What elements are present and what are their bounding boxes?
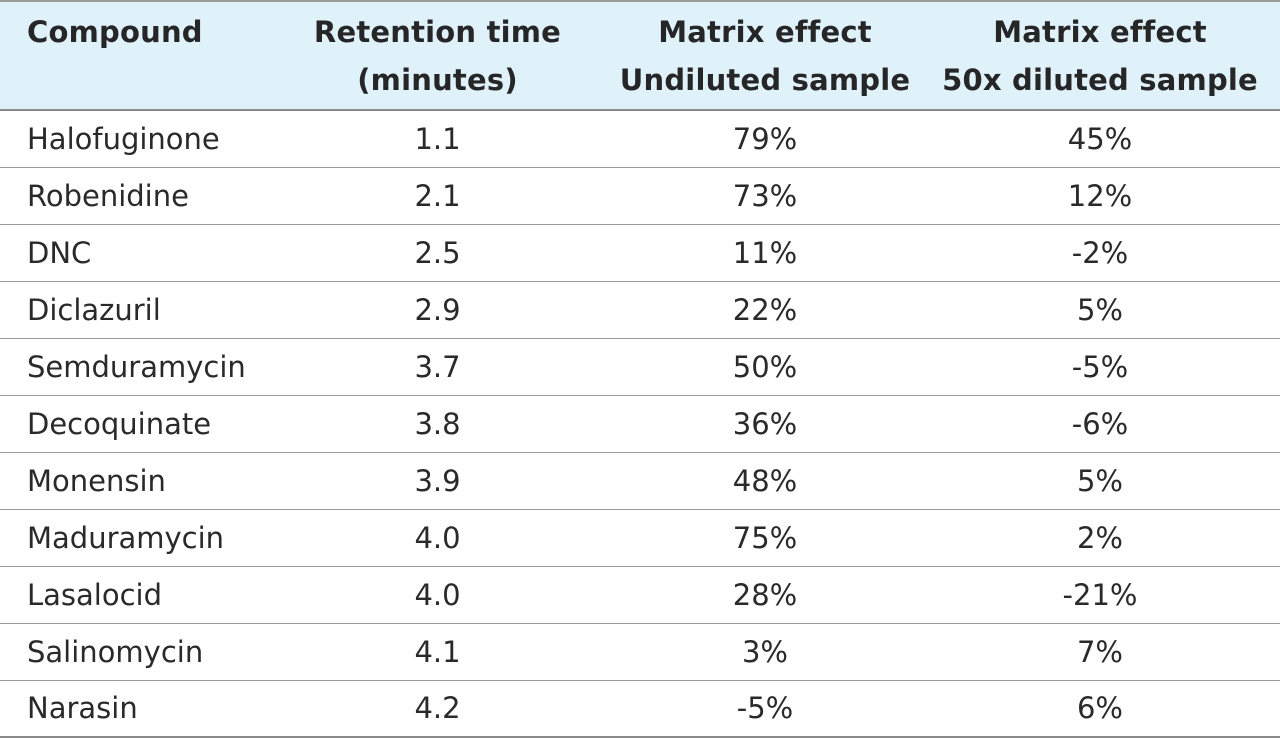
cell-diluted: -6% xyxy=(1071,406,1129,441)
cell-retention: 3.9 xyxy=(414,463,461,498)
cell-retention: 3.8 xyxy=(414,406,461,441)
header-retention-time: Retention time (minutes) xyxy=(265,0,610,110)
cell-undiluted: 36% xyxy=(732,406,798,441)
cell-retention: 4.1 xyxy=(414,634,461,669)
cell-undiluted: 50% xyxy=(732,349,798,384)
header-matrix-diluted: Matrix effect 50x diluted sample xyxy=(920,0,1280,110)
cell-compound: Maduramycin xyxy=(27,520,225,555)
cell-diluted: -21% xyxy=(1062,577,1138,612)
cell-diluted: 7% xyxy=(1076,634,1123,669)
cell-retention: 2.9 xyxy=(414,292,461,327)
cell-retention: 4.2 xyxy=(414,691,461,726)
header-matrix-undiluted: Matrix effect Undiluted sample xyxy=(610,0,920,110)
cell-undiluted: 79% xyxy=(732,121,798,156)
cell-compound: Monensin xyxy=(27,463,166,498)
table-row: Lasalocid 4.0 28% -21% xyxy=(0,566,1280,623)
cell-compound: Decoquinate xyxy=(27,406,212,441)
cell-diluted: 6% xyxy=(1076,691,1123,726)
cell-undiluted: 73% xyxy=(732,178,798,213)
header-diluted-line2: 50x diluted sample xyxy=(942,63,1258,97)
table-row: Decoquinate 3.8 36% -6% xyxy=(0,395,1280,452)
table-header-row: Compound Retention time (minutes) Matrix… xyxy=(0,0,1280,110)
cell-compound: Robenidine xyxy=(27,178,189,213)
cell-compound: Semduramycin xyxy=(27,349,246,384)
cell-diluted: -5% xyxy=(1071,349,1129,384)
cell-compound: Halofuginone xyxy=(27,121,220,156)
cell-undiluted: 75% xyxy=(732,520,798,555)
table-row: Narasin 4.2 -5% 6% xyxy=(0,680,1280,737)
cell-undiluted: 48% xyxy=(732,463,798,498)
header-compound: Compound xyxy=(0,0,265,110)
cell-undiluted: 22% xyxy=(732,292,798,327)
cell-compound: DNC xyxy=(27,235,92,270)
cell-undiluted: 28% xyxy=(732,577,798,612)
table-row: Semduramycin 3.7 50% -5% xyxy=(0,338,1280,395)
cell-diluted: 5% xyxy=(1076,463,1123,498)
table-row: Halofuginone 1.1 79% 45% xyxy=(0,110,1280,167)
header-compound-line1: Compound xyxy=(27,15,203,49)
cell-compound: Diclazuril xyxy=(27,292,161,327)
header-diluted-line1: Matrix effect xyxy=(993,15,1207,49)
cell-diluted: 45% xyxy=(1067,121,1133,156)
table-row: Maduramycin 4.0 75% 2% xyxy=(0,509,1280,566)
cell-compound: Narasin xyxy=(27,691,138,726)
cell-diluted: 2% xyxy=(1076,520,1123,555)
cell-compound: Lasalocid xyxy=(27,577,163,612)
header-undiluted-line1: Matrix effect xyxy=(658,15,872,49)
cell-undiluted: 11% xyxy=(732,235,798,270)
table-row: Robenidine 2.1 73% 12% xyxy=(0,167,1280,224)
cell-undiluted: -5% xyxy=(736,691,794,726)
cell-retention: 1.1 xyxy=(414,121,461,156)
header-retention-line2: (minutes) xyxy=(357,63,518,97)
cell-diluted: 5% xyxy=(1076,292,1123,327)
cell-retention: 2.1 xyxy=(414,178,461,213)
cell-compound: Salinomycin xyxy=(27,634,204,669)
cell-retention: 3.7 xyxy=(414,349,461,384)
cell-retention: 4.0 xyxy=(414,577,461,612)
cell-undiluted: 3% xyxy=(741,634,788,669)
table-row: Diclazuril 2.9 22% 5% xyxy=(0,281,1280,338)
header-retention-line1: Retention time xyxy=(313,15,562,49)
table-row: Monensin 3.9 48% 5% xyxy=(0,452,1280,509)
table-row: DNC 2.5 11% -2% xyxy=(0,224,1280,281)
cell-diluted: -2% xyxy=(1071,235,1129,270)
top-rule xyxy=(0,0,1280,2)
cell-diluted: 12% xyxy=(1067,178,1133,213)
header-undiluted-line2: Undiluted sample xyxy=(619,63,911,97)
table-body: Halofuginone 1.1 79% 45% Robenidine 2.1 … xyxy=(0,110,1280,737)
cell-retention: 4.0 xyxy=(414,520,461,555)
table-row: Salinomycin 4.1 3% 7% xyxy=(0,623,1280,680)
cell-retention: 2.5 xyxy=(414,235,461,270)
